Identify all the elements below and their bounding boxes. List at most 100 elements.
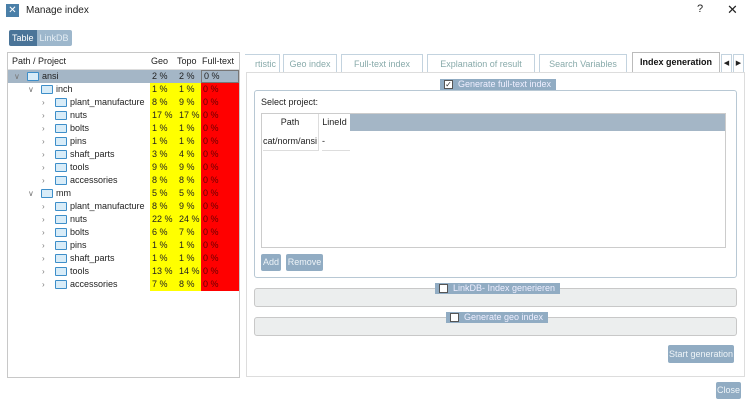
geo-label: Generate geo index (464, 312, 544, 322)
tree-row[interactable]: › pins 1 % 1 % 0 % (8, 239, 239, 252)
geo-value: 17 % (150, 109, 177, 122)
chevron-right-icon[interactable]: › (42, 137, 45, 146)
tab-explanation[interactable]: Explanation of result (427, 54, 535, 73)
col-lineid[interactable]: LineId (319, 114, 350, 131)
geo-value: 1 % (150, 135, 177, 148)
tab-search-variables[interactable]: Search Variables (539, 54, 627, 73)
tree-row[interactable]: › tools 9 % 9 % 0 % (8, 161, 239, 174)
col-path[interactable]: Path (262, 114, 319, 131)
chevron-right-icon[interactable]: › (42, 111, 45, 120)
topo-value: 1 % (177, 135, 201, 148)
node-name: bolts (70, 123, 90, 133)
linkdb-checkbox[interactable]: LinkDB- Index generieren (435, 283, 561, 294)
node-name: tools (70, 266, 90, 276)
window-close-button[interactable]: ✕ (727, 2, 738, 17)
header-topo[interactable]: Topo (177, 56, 197, 66)
geo-value: 7 % (150, 278, 177, 291)
start-generation-button[interactable]: Start generation (668, 345, 734, 363)
tab-scroll-left-icon[interactable]: ◀ (721, 54, 732, 73)
remove-button[interactable]: Remove (286, 254, 323, 271)
fulltext-value: 0 % (201, 200, 239, 213)
select-project-label: Select project: (261, 97, 319, 107)
window-title: Manage index (26, 5, 89, 16)
chevron-right-icon[interactable]: › (42, 280, 45, 289)
chevron-right-icon[interactable]: › (42, 163, 45, 172)
add-button[interactable]: Add (261, 254, 281, 271)
tab-fulltext-index[interactable]: Full-text index (341, 54, 423, 73)
tree-row[interactable]: › bolts 1 % 1 % 0 % (8, 122, 239, 135)
topo-value: 1 % (177, 239, 201, 252)
tab-index-generation[interactable]: Index generation (632, 52, 720, 73)
geo-value: 3 % (150, 148, 177, 161)
fulltext-value: 0 % (201, 187, 239, 200)
tree-header: Path / Project Geo Topo Full-text (8, 53, 239, 70)
tree-row[interactable]: › nuts 17 % 17 % 0 % (8, 109, 239, 122)
chevron-right-icon[interactable]: › (42, 254, 45, 263)
checkbox-checked-icon: ✓ (444, 80, 453, 89)
chevron-down-icon[interactable]: ∨ (14, 72, 20, 81)
tree-row[interactable]: › bolts 6 % 7 % 0 % (8, 226, 239, 239)
tree-row[interactable]: › accessories 8 % 8 % 0 % (8, 174, 239, 187)
help-button[interactable]: ? (697, 3, 704, 15)
node-name: inch (56, 84, 73, 94)
fulltext-value: 0 % (201, 135, 239, 148)
header-path[interactable]: Path / Project (12, 56, 67, 66)
tree-row[interactable]: › nuts 22 % 24 % 0 % (8, 213, 239, 226)
cell-path: cat/norm/ansi (263, 131, 319, 151)
geo-value: 6 % (150, 226, 177, 239)
app-icon: ✕ (6, 4, 19, 17)
topo-value: 8 % (177, 174, 201, 187)
chevron-right-icon[interactable]: › (42, 202, 45, 211)
folder-icon (55, 176, 67, 185)
header-geo[interactable]: Geo (151, 56, 169, 66)
toggle-linkdb[interactable]: LinkDB (36, 30, 72, 46)
tree-row[interactable]: ∨ mm 5 % 5 % 0 % (8, 187, 239, 200)
geo-value: 13 % (150, 265, 177, 278)
tree-row[interactable]: › shaft_parts 1 % 1 % 0 % (8, 252, 239, 265)
tab-scroll-right-icon[interactable]: ▶ (733, 54, 744, 73)
chevron-right-icon[interactable]: › (42, 98, 45, 107)
geo-value: 2 % (152, 71, 168, 81)
tree-row[interactable]: › pins 1 % 1 % 0 % (8, 135, 239, 148)
project-table: Path LineId cat/norm/ansi - (261, 113, 726, 248)
tab-geo-index[interactable]: Geo index (283, 54, 337, 73)
tree-row[interactable]: › tools 13 % 14 % 0 % (8, 265, 239, 278)
fulltext-label: Generate full-text index (458, 79, 552, 89)
folder-icon (55, 98, 67, 107)
chevron-right-icon[interactable]: › (42, 241, 45, 250)
chevron-right-icon[interactable]: › (42, 267, 45, 276)
tree-row[interactable]: › plant_manufacture 8 % 9 % 0 % (8, 96, 239, 109)
fulltext-value: 0 % (201, 96, 239, 109)
tab-statistic[interactable]: rtistic (245, 54, 280, 73)
folder-icon (55, 254, 67, 263)
chevron-right-icon[interactable]: › (42, 124, 45, 133)
fulltext-value: 0 % (201, 122, 239, 135)
project-tree: Path / Project Geo Topo Full-text ∨ ansi… (7, 52, 240, 378)
header-fulltext[interactable]: Full-text (202, 56, 235, 66)
chevron-down-icon[interactable]: ∨ (28, 189, 34, 198)
chevron-right-icon[interactable]: › (42, 215, 45, 224)
tree-row[interactable]: ∨ inch 1 % 1 % 0 % (8, 83, 239, 96)
tab-bar: rtistic Geo index Full-text index Explan… (245, 52, 745, 73)
chevron-right-icon[interactable]: › (42, 150, 45, 159)
topo-value: 1 % (177, 252, 201, 265)
tree-row[interactable]: › accessories 7 % 8 % 0 % (8, 278, 239, 291)
topo-value: 14 % (177, 265, 201, 278)
table-row[interactable]: cat/norm/ansi - (262, 131, 350, 151)
tree-row[interactable]: ∨ ansi 2 % 2 % 0 % (8, 70, 239, 83)
chevron-right-icon[interactable]: › (42, 176, 45, 185)
folder-icon (55, 111, 67, 120)
node-name: nuts (70, 110, 88, 120)
tree-row[interactable]: › shaft_parts 3 % 4 % 0 % (8, 148, 239, 161)
fulltext-checkbox[interactable]: ✓ Generate full-text index (440, 79, 557, 90)
chevron-down-icon[interactable]: ∨ (28, 85, 34, 94)
folder-icon (55, 124, 67, 133)
geo-checkbox[interactable]: Generate geo index (446, 312, 549, 323)
close-button[interactable]: Close (716, 382, 741, 399)
tree-row[interactable]: › plant_manufacture 8 % 9 % 0 % (8, 200, 239, 213)
view-toggle: Table LinkDB (9, 30, 72, 46)
toggle-table[interactable]: Table (9, 30, 37, 46)
topo-value: 9 % (177, 161, 201, 174)
chevron-right-icon[interactable]: › (42, 228, 45, 237)
geo-value: 22 % (150, 213, 177, 226)
